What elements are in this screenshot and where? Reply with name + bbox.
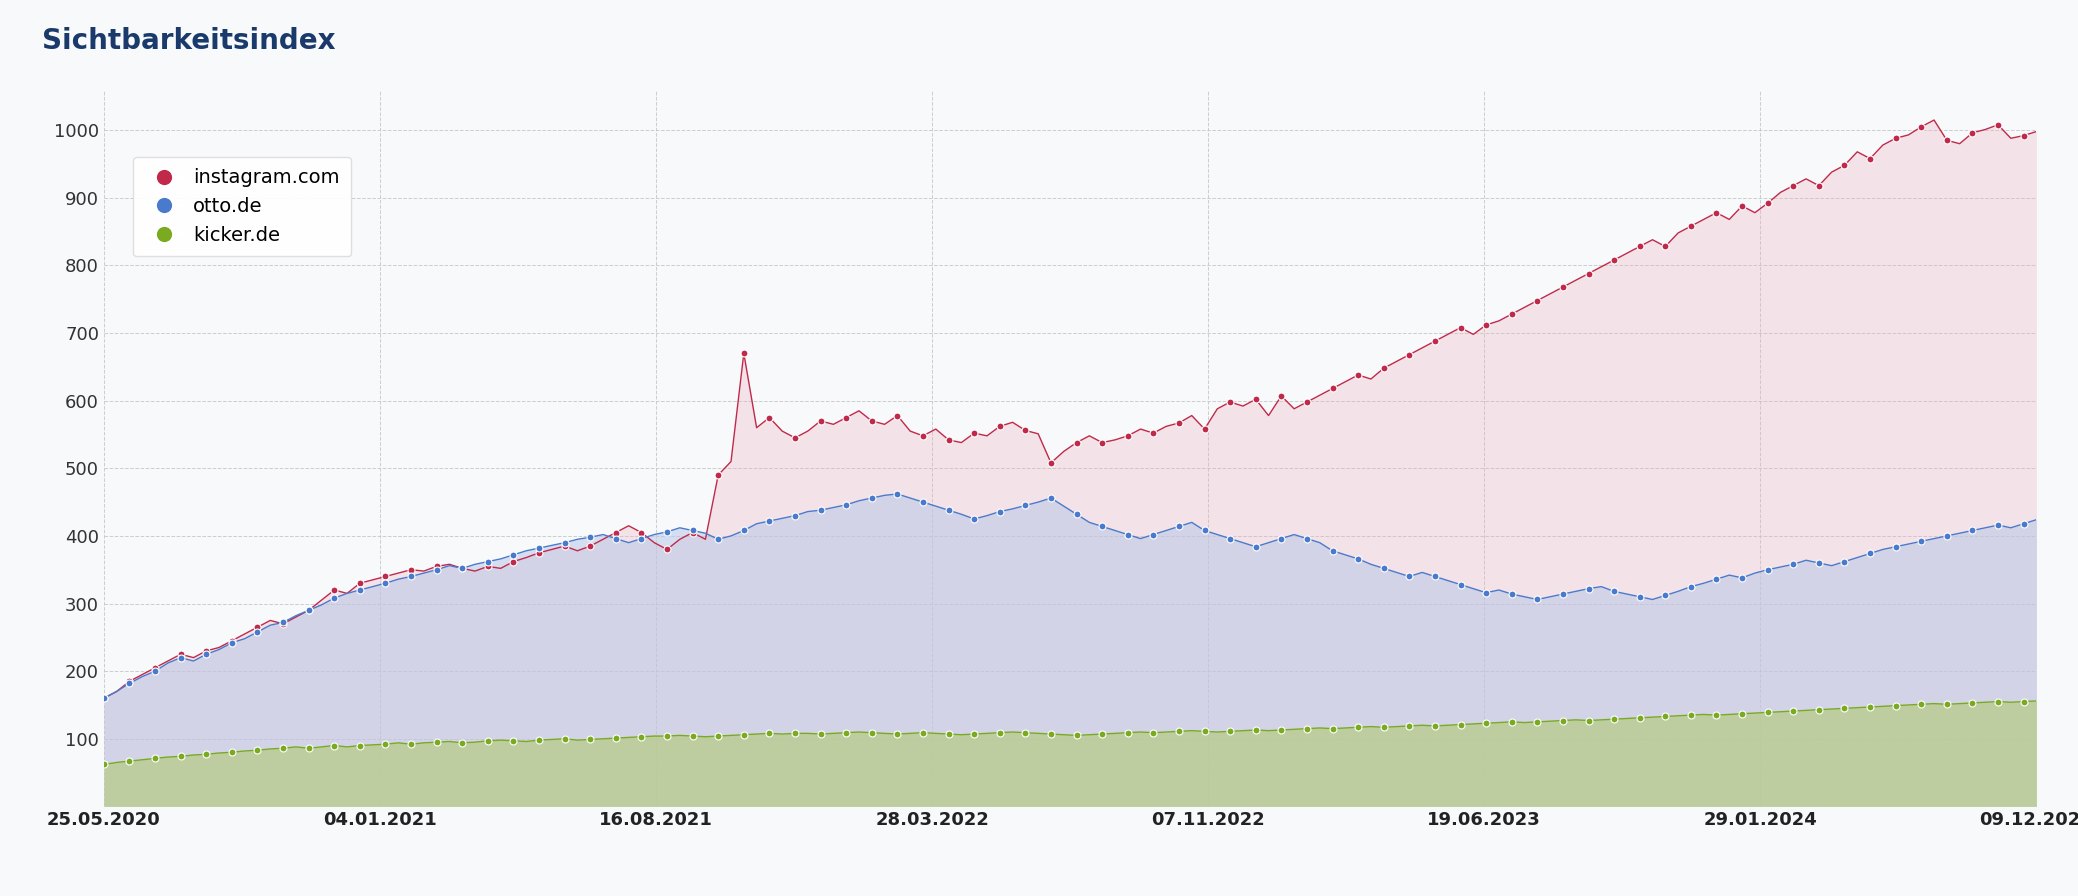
Text: Sichtbarkeitsindex: Sichtbarkeitsindex <box>42 27 335 55</box>
Legend: instagram.com, otto.de, kicker.de: instagram.com, otto.de, kicker.de <box>133 157 351 256</box>
